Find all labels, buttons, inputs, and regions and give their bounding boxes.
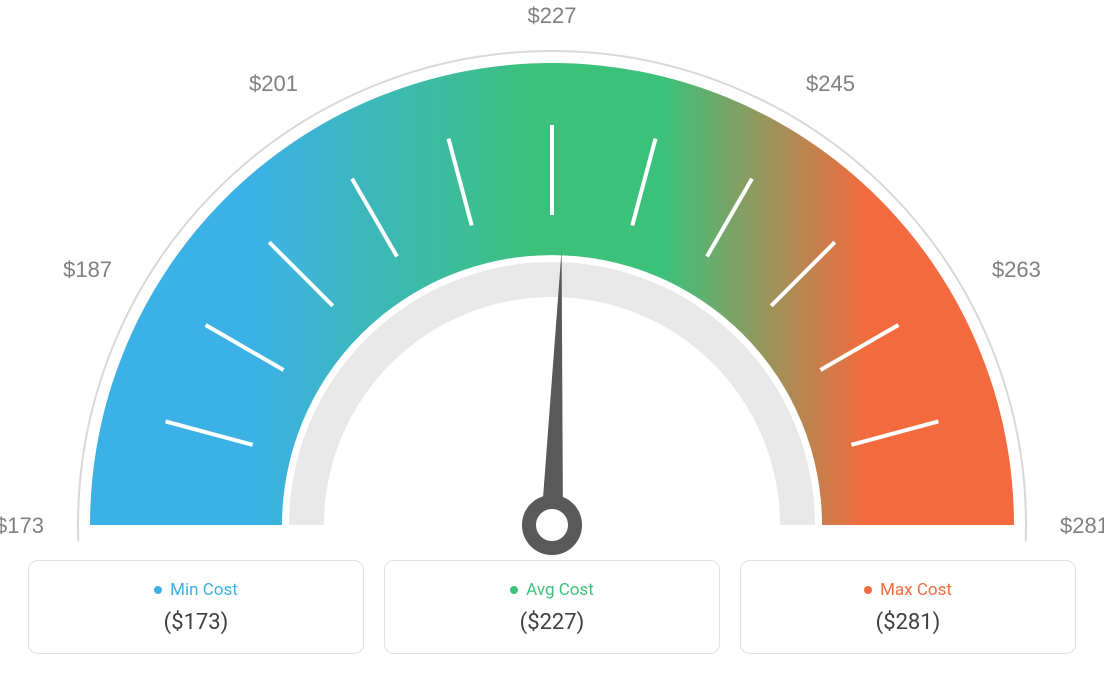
min-cost-card: Min Cost ($173) — [28, 560, 364, 654]
svg-text:$263: $263 — [992, 257, 1041, 282]
svg-text:$281: $281 — [1060, 513, 1104, 538]
gauge-svg: $173 $187 $201 $227 $245 $263 $281 — [0, 0, 1104, 560]
avg-cost-value: ($227) — [405, 610, 699, 635]
min-cost-value: ($173) — [49, 610, 343, 635]
summary-cards: Min Cost ($173) Avg Cost ($227) Max Cost… — [0, 560, 1104, 674]
avg-cost-dot-icon — [510, 586, 518, 594]
gauge-area: $173 $187 $201 $227 $245 $263 $281 — [0, 0, 1104, 560]
min-cost-dot-icon — [154, 586, 162, 594]
svg-text:$245: $245 — [806, 71, 855, 96]
max-cost-card: Max Cost ($281) — [740, 560, 1076, 654]
svg-text:$201: $201 — [249, 71, 298, 96]
max-cost-dot-icon — [864, 586, 872, 594]
svg-text:$187: $187 — [63, 257, 112, 282]
cost-gauge-container: $173 $187 $201 $227 $245 $263 $281 Min Cost ($… — [0, 0, 1104, 690]
avg-cost-label-row: Avg Cost — [510, 580, 594, 600]
svg-text:$173: $173 — [0, 513, 44, 538]
min-cost-label: Min Cost — [170, 580, 238, 600]
avg-cost-card: Avg Cost ($227) — [384, 560, 720, 654]
max-cost-label: Max Cost — [880, 580, 952, 600]
max-cost-label-row: Max Cost — [864, 580, 952, 600]
svg-text:$227: $227 — [528, 3, 577, 28]
max-cost-value: ($281) — [761, 610, 1055, 635]
avg-cost-label: Avg Cost — [526, 580, 594, 600]
min-cost-label-row: Min Cost — [154, 580, 238, 600]
